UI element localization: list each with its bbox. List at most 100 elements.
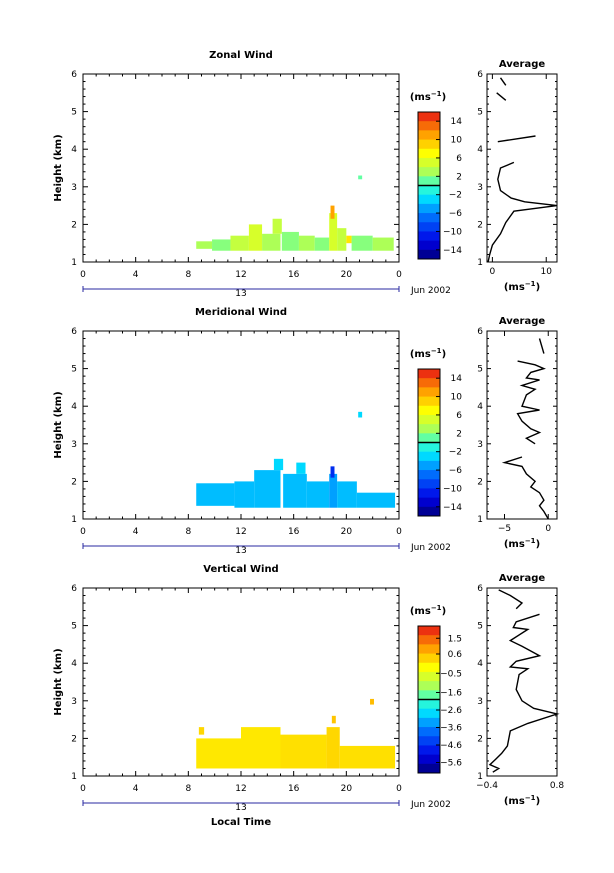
x-axis-label: Local Time <box>211 817 271 828</box>
average-x-label-close: ) <box>536 282 541 293</box>
heatmap-cell-3 <box>280 734 327 769</box>
avg-y-tick-label: 5 <box>477 108 483 118</box>
y-tick-label: 5 <box>71 108 77 118</box>
colorbar-band <box>418 708 440 719</box>
heatmap-cell-7 <box>298 235 315 251</box>
heatmap-cell-7 <box>370 698 374 705</box>
heatmap-cell-2 <box>241 727 281 769</box>
avg-x-tick-label: −5 <box>498 524 511 534</box>
avg-y-tick-label: 2 <box>477 477 483 487</box>
colorbar-band <box>418 433 440 443</box>
x-tick-label: 4 <box>133 270 139 280</box>
avg-y-tick-label: 3 <box>477 697 483 707</box>
average-x-label-close: ) <box>536 539 541 550</box>
average-frame <box>486 330 558 520</box>
colorbar: 14 10 6 2 −2 −6 −10 −14 (ms−1) <box>410 347 462 517</box>
colorbar-band <box>418 671 440 682</box>
x-tick-label: 12 <box>235 784 246 794</box>
date-label: Jun 2002 <box>410 543 451 553</box>
colorbar-band <box>418 460 440 471</box>
average-frame <box>486 73 558 263</box>
heatmap-cell-0 <box>196 738 241 769</box>
average-x-label-exp: −1 <box>525 794 536 802</box>
x-tick-label: 0 <box>80 527 86 537</box>
colorbar-tick-label: −1.6 <box>440 689 462 699</box>
heatmap-cell-5 <box>272 218 282 234</box>
average-title: Average <box>499 59 546 70</box>
avg-y-tick-label: 1 <box>477 515 483 525</box>
average-x-label-base: (ms <box>504 539 525 550</box>
colorbar-tick-label: 14 <box>451 117 463 127</box>
colorbar-band <box>418 167 440 177</box>
colorbar-band <box>418 626 440 636</box>
avg-y-tick-label: 6 <box>477 584 483 594</box>
x-tick-label: 4 <box>133 784 139 794</box>
y-axis-label: Height (km) <box>53 648 64 715</box>
colorbar-tick-label: 10 <box>451 136 463 146</box>
average-profile-line-0 <box>498 589 524 610</box>
heatmap-cell-14 <box>372 237 394 251</box>
average-title: Average <box>499 573 546 584</box>
avg-y-tick-label: 6 <box>477 327 483 337</box>
chart-title: Vertical Wind <box>203 564 278 575</box>
colorbar-band <box>418 470 440 480</box>
x-tick-label: 16 <box>288 527 300 537</box>
x-tick-label: 16 <box>288 270 300 280</box>
average-frame <box>486 587 558 777</box>
colorbar-band <box>418 653 440 664</box>
heatmap-cell-12 <box>346 235 352 244</box>
colorbar: 1.5 0.6 −0.5 −1.6 −2.6 −3.6 −4.6 −5.6 (ms−1) <box>410 604 462 774</box>
colorbar-band <box>418 763 440 774</box>
colorbar-band <box>418 736 440 746</box>
x-tick-label: 0 <box>80 270 86 280</box>
average-panel: Average 1 2 3 4 5 6 −0.4 0.8 (ms−1) <box>476 573 564 807</box>
colorbar-band <box>418 213 440 223</box>
colorbar-tick-label: 1.5 <box>448 634 462 644</box>
colorbar-tick-label: −0.5 <box>440 669 462 679</box>
plot-frame <box>82 73 400 263</box>
heatmap-cell-5 <box>331 715 336 724</box>
heatmap-cell-3 <box>248 224 263 251</box>
heatmap-cell-6 <box>281 231 299 251</box>
heatmap-cell-11 <box>358 411 363 418</box>
x-tick-label: 8 <box>185 270 191 280</box>
colorbar-unit-close: ) <box>442 349 447 360</box>
date-label: Jun 2002 <box>410 800 451 810</box>
colorbar-band <box>418 506 440 517</box>
colorbar-band <box>418 231 440 242</box>
y-tick-label: 3 <box>71 183 77 193</box>
colorbar-band <box>418 699 440 710</box>
colorbar-band <box>418 681 440 691</box>
colorbar-tick-label: −2.6 <box>440 706 462 716</box>
colorbar-tick-label: −5.6 <box>440 759 462 769</box>
colorbar-band <box>418 717 440 728</box>
heatmap-cell-4 <box>283 473 307 508</box>
colorbar-band <box>418 121 440 131</box>
colorbar-tick-label: 2 <box>456 172 462 182</box>
colorbar-unit-base: (ms <box>410 92 431 103</box>
colorbar-unit-base: (ms <box>410 606 431 617</box>
y-tick-label: 4 <box>71 659 77 669</box>
colorbar-band <box>418 424 440 434</box>
y-tick-label: 6 <box>71 70 77 80</box>
average-profile-line-3 <box>487 161 558 263</box>
colorbar-band <box>418 148 440 159</box>
y-tick-label: 2 <box>71 734 77 744</box>
heatmap-cell-10 <box>330 205 335 219</box>
average-profile-line-1 <box>516 360 546 445</box>
colorbar-band <box>418 635 440 645</box>
colorbar-unit-close: ) <box>442 92 447 103</box>
average-profile-line-0 <box>538 338 545 354</box>
colorbar-band <box>418 745 440 756</box>
chart-title: Meridional Wind <box>195 307 287 318</box>
date-label: Jun 2002 <box>410 286 451 296</box>
heatmap-cell-3 <box>273 458 284 471</box>
colorbar-band <box>418 690 440 700</box>
colorbar-band <box>418 387 440 398</box>
avg-y-tick-label: 1 <box>477 772 483 782</box>
colorbar-band <box>418 442 440 453</box>
average-panel: Average 1 2 3 4 5 6 −5 0 (ms−1) <box>477 316 558 550</box>
